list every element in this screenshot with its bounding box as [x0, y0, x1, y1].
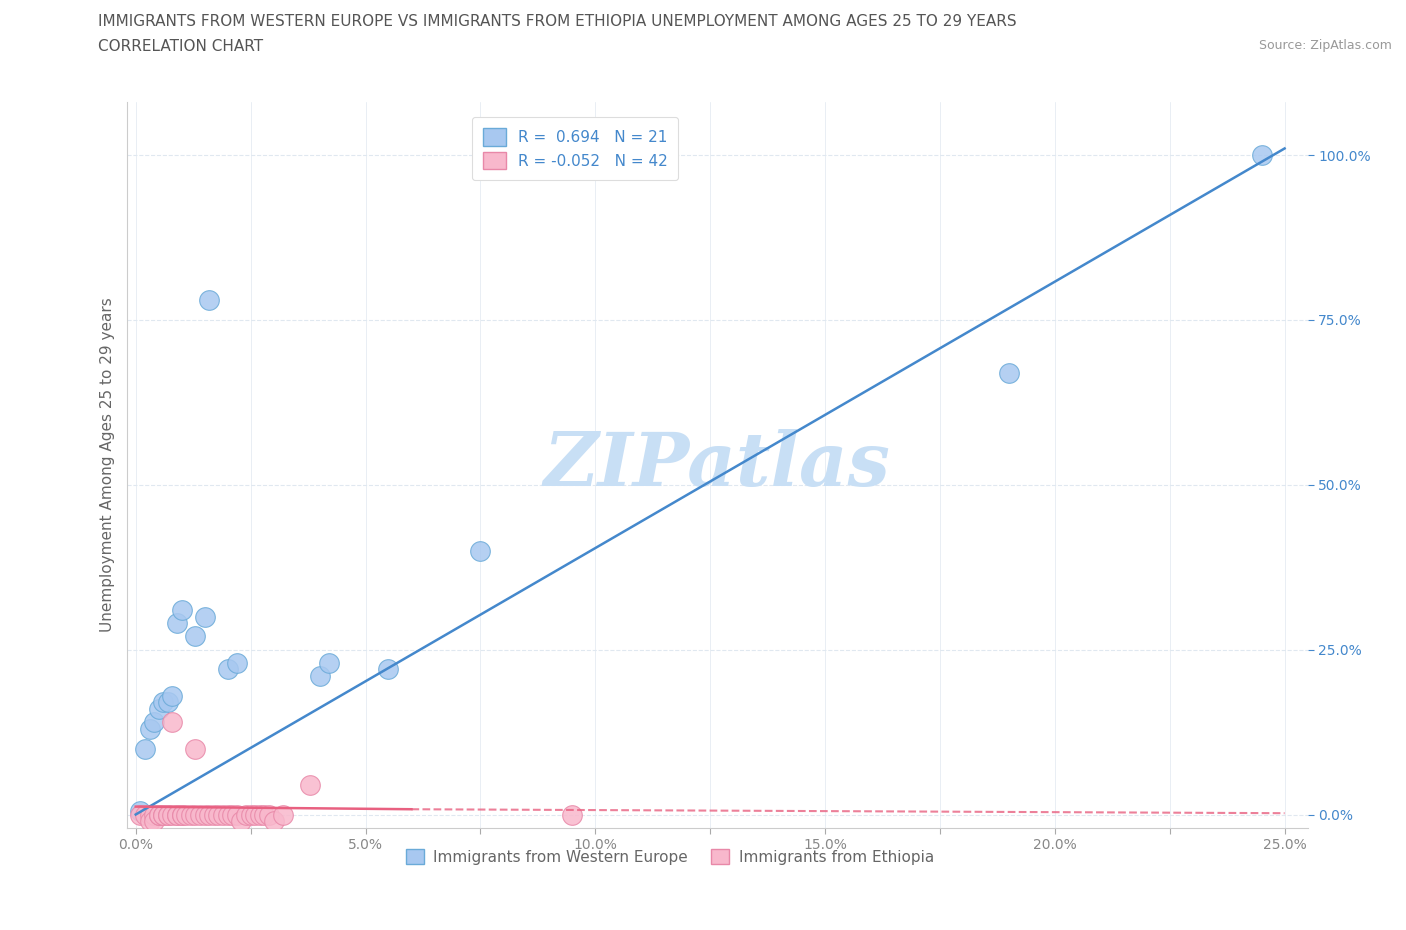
Point [152, 807, 174, 822]
Point [174, 807, 197, 822]
Point [170, 807, 193, 822]
Point [156, 695, 179, 710]
Point [249, 807, 271, 822]
Point [377, 662, 399, 677]
Point [225, 807, 247, 822]
Point [166, 616, 188, 631]
Point [134, 807, 156, 822]
Point [217, 662, 239, 677]
Point [245, 807, 267, 822]
Point [188, 807, 211, 822]
Text: CORRELATION CHART: CORRELATION CHART [98, 39, 263, 54]
Point [207, 807, 229, 822]
Point [156, 807, 179, 822]
Point [138, 807, 160, 822]
Point [217, 807, 239, 822]
Point [253, 807, 276, 822]
Point [202, 807, 225, 822]
Point [152, 695, 174, 710]
Text: Source: ZipAtlas.com: Source: ZipAtlas.com [1258, 39, 1392, 52]
Point [257, 807, 280, 822]
Point [221, 807, 243, 822]
Point [166, 807, 188, 822]
Point [148, 807, 170, 822]
Point [162, 715, 184, 730]
Point [998, 365, 1021, 380]
Point [162, 807, 184, 822]
Point [194, 609, 217, 624]
Point [561, 807, 583, 822]
Point [239, 807, 262, 822]
Point [143, 715, 166, 730]
Point [470, 543, 492, 558]
Point [170, 807, 193, 822]
Point [194, 807, 217, 822]
Point [138, 814, 160, 829]
Point [166, 807, 188, 822]
Point [180, 807, 202, 822]
Point [225, 656, 247, 671]
Text: IMMIGRANTS FROM WESTERN EUROPE VS IMMIGRANTS FROM ETHIOPIA UNEMPLOYMENT AMONG AG: IMMIGRANTS FROM WESTERN EUROPE VS IMMIGR… [98, 14, 1017, 29]
Point [308, 669, 330, 684]
Point [299, 777, 322, 792]
Point [138, 722, 160, 737]
Point [143, 807, 166, 822]
Point [184, 741, 207, 756]
Point [184, 629, 207, 644]
Point [263, 814, 285, 829]
Point [148, 701, 170, 716]
Point [198, 293, 221, 308]
Point [156, 807, 179, 822]
Point [271, 807, 294, 822]
Point [235, 807, 257, 822]
Point [148, 807, 170, 822]
Point [162, 688, 184, 703]
Legend: Immigrants from Western Europe, Immigrants from Ethiopia: Immigrants from Western Europe, Immigran… [399, 843, 939, 870]
Point [184, 807, 207, 822]
Point [170, 603, 193, 618]
Point [152, 807, 174, 822]
Point [143, 814, 166, 829]
Point [1250, 148, 1272, 163]
Point [129, 807, 152, 822]
Y-axis label: Unemployment Among Ages 25 to 29 years: Unemployment Among Ages 25 to 29 years [100, 298, 115, 632]
Point [318, 656, 340, 671]
Point [212, 807, 235, 822]
Point [134, 741, 156, 756]
Point [231, 814, 253, 829]
Point [129, 804, 152, 818]
Text: ZIPatlas: ZIPatlas [544, 429, 890, 501]
Point [198, 807, 221, 822]
